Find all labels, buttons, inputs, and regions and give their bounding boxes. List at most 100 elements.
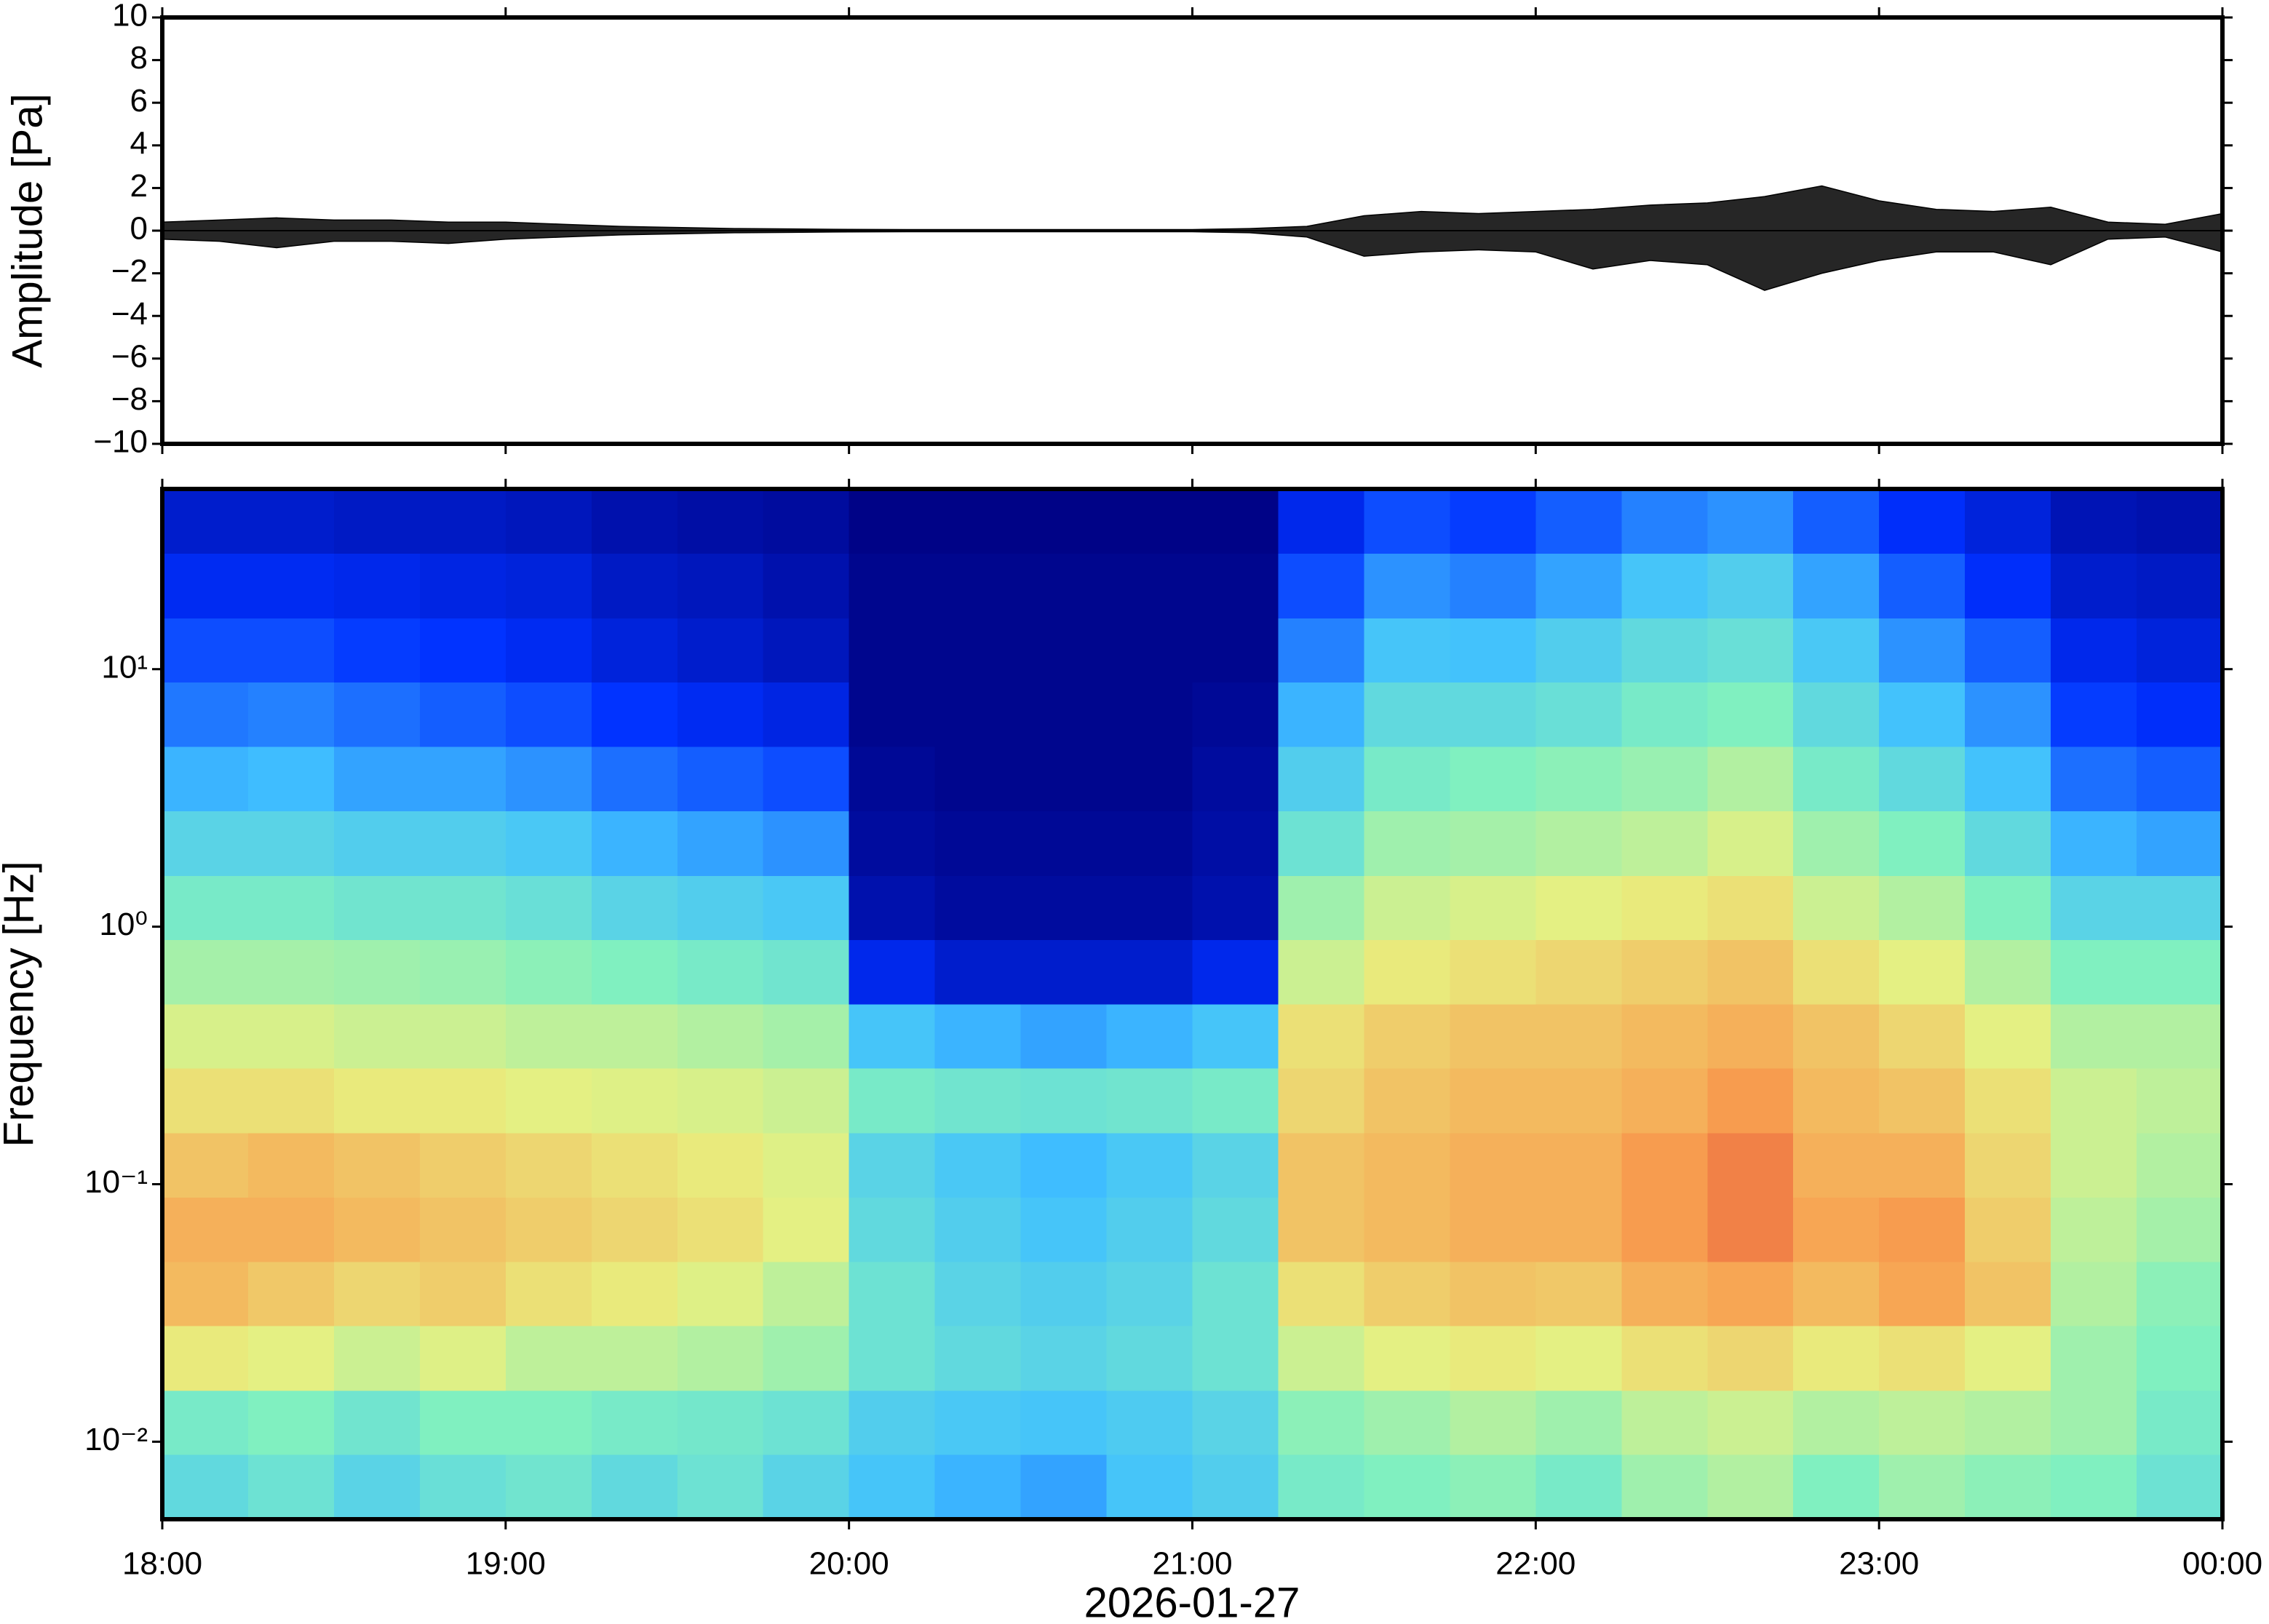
spectrogram-cell xyxy=(1020,489,1108,554)
spectrogram-cell xyxy=(1879,618,1966,682)
spectrogram-cell xyxy=(2137,553,2223,618)
spectrogram-cell xyxy=(162,489,249,554)
spectrogram-cell xyxy=(591,1326,678,1391)
spectrogram-cell xyxy=(1621,1326,1708,1391)
spectrogram-cell xyxy=(849,811,936,876)
spectrogram-cell xyxy=(2137,682,2223,747)
spectrogram-cell xyxy=(1106,1197,1193,1262)
spectrogram-cell xyxy=(1965,682,2051,747)
spectrogram-cell xyxy=(1192,1390,1279,1455)
spectrogram-cell xyxy=(333,489,421,554)
spectrogram-cell xyxy=(162,1133,249,1198)
spectrogram-cell xyxy=(1364,811,1450,876)
spectrogram-cell xyxy=(849,553,936,618)
spectrogram-cell xyxy=(419,875,506,940)
spectrogram-cell xyxy=(591,746,678,811)
spectrogram-cell xyxy=(419,553,506,618)
spectrogram-cell xyxy=(162,1390,249,1455)
spectrogram-cell xyxy=(1707,618,1794,682)
spectrogram-cell xyxy=(1106,553,1193,618)
spectrogram-cell xyxy=(162,1454,249,1520)
spectrogram-cell xyxy=(1192,811,1279,876)
spectrogram-cell xyxy=(2051,1197,2137,1262)
spectrogram-cell xyxy=(934,682,1022,747)
spectrogram-cell xyxy=(505,1390,592,1455)
spectrogram-cell xyxy=(1364,939,1450,1005)
spectrogram-cell xyxy=(2137,1003,2223,1069)
spectrogram-cell xyxy=(934,875,1022,940)
x-tick-label: 19:00 xyxy=(466,1546,546,1582)
y-tick-label: 0 xyxy=(130,211,148,247)
spectrogram-cell xyxy=(505,553,592,618)
spectrogram-cell xyxy=(333,1133,421,1198)
spectrogram-cell xyxy=(505,1261,592,1326)
spectrogram-cell xyxy=(2051,1454,2137,1520)
spectrogram-cell xyxy=(934,1261,1022,1326)
spectrogram-cell xyxy=(505,682,592,747)
spectrogram-cell xyxy=(763,875,850,940)
spectrogram-cell xyxy=(247,811,335,876)
spectrogram-cell xyxy=(849,746,936,811)
spectrogram-cell xyxy=(247,1390,335,1455)
spectrogram-cell xyxy=(1793,875,1880,940)
spectrogram-cell xyxy=(505,489,592,554)
spectrogram-cell xyxy=(1450,489,1536,554)
x-tick-label: 18:00 xyxy=(122,1546,202,1582)
spectrogram-cell xyxy=(591,1133,678,1198)
spectrogram-cell xyxy=(763,1197,850,1262)
spectrogram-cell xyxy=(1965,489,2051,554)
spectrogram-cell xyxy=(1707,875,1794,940)
y-tick-label: 10 xyxy=(112,0,148,33)
spectrogram-cell xyxy=(1020,618,1108,682)
spectrogram-cell xyxy=(934,746,1022,811)
spectrogram-cell xyxy=(333,1261,421,1326)
spectrogram-cell xyxy=(1364,746,1450,811)
spectrogram-cell xyxy=(2137,1390,2223,1455)
x-tick-label: 23:00 xyxy=(1839,1546,1919,1582)
y-tick-label: 4 xyxy=(130,125,148,161)
spectrogram-cell xyxy=(1450,553,1536,618)
spectrogram-cell xyxy=(1707,1068,1794,1134)
spectrogram-cell xyxy=(247,489,335,554)
spectrogram-cell xyxy=(419,1133,506,1198)
spectrogram-cell xyxy=(1707,1133,1794,1198)
spectrogram-cell xyxy=(1192,1003,1279,1069)
spectrogram-cell xyxy=(1364,1326,1450,1391)
spectrogram-cell xyxy=(1535,489,1622,554)
spectrogram-cell xyxy=(1879,811,1966,876)
spectrogram-cell xyxy=(1793,489,1880,554)
spectrogram-cell xyxy=(162,875,249,940)
spectrogram-cell xyxy=(162,746,249,811)
spectrogram-cell xyxy=(505,1326,592,1391)
spectrogram-cell xyxy=(1364,1454,1450,1520)
spectrogram-cell xyxy=(2051,1261,2137,1326)
spectrogram-cell xyxy=(1879,1261,1966,1326)
spectrogram-cell xyxy=(1535,1390,1622,1455)
spectrogram-cell xyxy=(849,489,936,554)
spectrogram-cell xyxy=(1793,1068,1880,1134)
spectrogram-cell xyxy=(1192,1197,1279,1262)
spectrogram-cell xyxy=(1965,811,2051,876)
spectrogram-cell xyxy=(419,618,506,682)
spectrogram-cell xyxy=(1707,746,1794,811)
spectrogram-cell xyxy=(1450,1068,1536,1134)
spectrogram-cell xyxy=(333,1068,421,1134)
spectrogram-cell xyxy=(1535,618,1622,682)
spectrogram-cell xyxy=(677,1390,764,1455)
spectrogram-cell xyxy=(1621,939,1708,1005)
plot-frame xyxy=(160,15,2225,446)
spectrogram-cell xyxy=(1106,875,1193,940)
spectrogram-cell xyxy=(1106,811,1193,876)
spectrogram xyxy=(162,489,2223,1520)
spectrogram-cell xyxy=(1965,618,2051,682)
spectrogram-cell xyxy=(247,553,335,618)
spectrogram-cell xyxy=(1535,553,1622,618)
spectrogram-cell xyxy=(162,939,249,1005)
spectrogram-cell xyxy=(1020,1454,1108,1520)
spectrogram-cell xyxy=(1621,489,1708,554)
spectrogram-cell xyxy=(1879,1390,1966,1455)
spectrogram-cell xyxy=(1364,553,1450,618)
spectrogram-cell xyxy=(2051,811,2137,876)
spectrogram-cell xyxy=(1879,746,1966,811)
spectrogram-cell xyxy=(419,746,506,811)
